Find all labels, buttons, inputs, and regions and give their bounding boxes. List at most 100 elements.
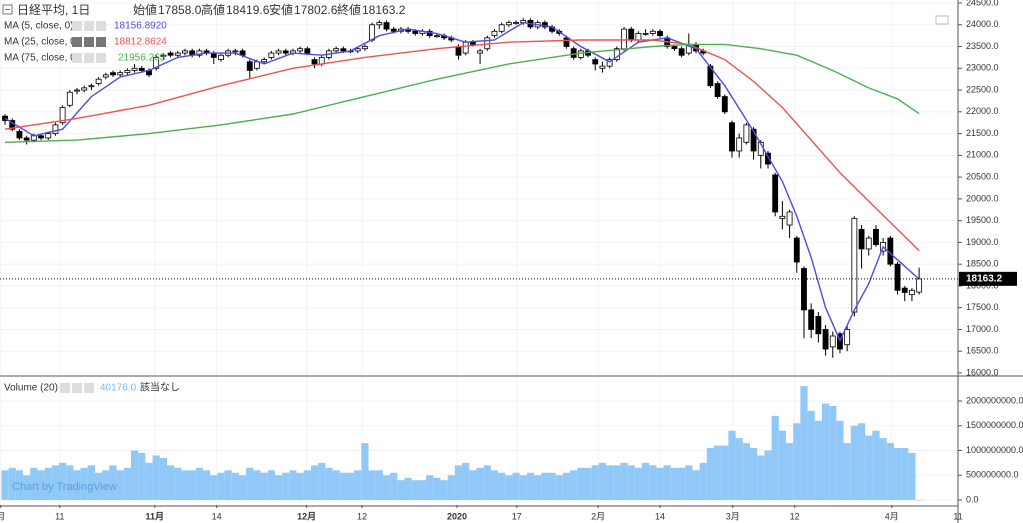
collapse-icon[interactable]	[2, 4, 13, 15]
candle-body	[822, 329, 829, 350]
candle-body	[808, 309, 815, 330]
candle-body	[455, 46, 462, 56]
volume-bar	[130, 450, 139, 501]
candle-body	[498, 24, 505, 32]
legend-icon	[84, 383, 94, 393]
settings-icon[interactable]	[935, 15, 949, 25]
candle-body	[642, 33, 649, 35]
legend-icon	[72, 383, 82, 393]
volume-bar	[51, 465, 60, 501]
candle-body	[477, 50, 483, 54]
candle-body	[45, 133, 52, 139]
candle-body	[714, 83, 721, 97]
x-tick-label: 14	[655, 511, 665, 521]
volume-bar	[678, 467, 686, 501]
candle-body	[369, 24, 376, 41]
volume-bar	[541, 472, 549, 501]
volume-bar	[915, 499, 923, 501]
volume-bar	[685, 465, 693, 501]
volume-bar	[339, 472, 347, 501]
y-tick-label: 19500.0	[966, 215, 999, 225]
candle-body	[671, 46, 678, 50]
candle-body	[59, 107, 66, 124]
volume-bar	[59, 462, 67, 501]
candle-body	[333, 48, 340, 52]
volume-bar	[857, 423, 866, 501]
x-tick-label: 月	[0, 511, 5, 521]
candle-body	[729, 122, 735, 152]
volume-bar	[433, 477, 441, 501]
candle-body	[793, 237, 800, 263]
candle-body	[779, 215, 786, 219]
ma-line	[4, 39, 920, 252]
legend-icon	[96, 37, 106, 47]
candle-body	[182, 50, 188, 54]
ohlc-name: 安値	[269, 2, 293, 17]
candle-body	[196, 50, 203, 56]
volume-bar	[418, 480, 427, 501]
legend-icon	[72, 37, 82, 47]
y-tick-label: 18500.0	[966, 259, 999, 269]
volume-bar	[836, 420, 844, 501]
volume-bar	[260, 472, 268, 501]
candle-body	[786, 211, 793, 226]
volume-bar	[310, 465, 319, 501]
candle-body	[412, 30, 419, 34]
volume-bar	[109, 465, 117, 501]
volume-bar	[354, 470, 362, 501]
volume-bar	[80, 467, 88, 501]
x-tick-label: 2020	[447, 511, 467, 521]
x-tick-label: 17	[512, 511, 522, 521]
candle-body	[577, 50, 584, 58]
last-price-label: 18163.2	[966, 273, 1003, 284]
volume-bar	[548, 472, 556, 501]
y-tick-label: 23500.0	[966, 41, 999, 51]
volume-bar	[253, 470, 261, 501]
volume-bar	[469, 470, 477, 501]
candle-body	[606, 59, 613, 67]
volume-bar	[346, 472, 355, 501]
volume-tick-label: 1500000000.0	[966, 420, 1023, 430]
volume-bar	[483, 465, 491, 501]
volume-bar	[534, 475, 542, 501]
candle-body	[74, 89, 80, 92]
volume-bar	[454, 465, 463, 501]
candle-body	[261, 59, 268, 63]
candle-body	[433, 35, 440, 38]
volume-bar	[814, 420, 822, 501]
y-tick-label: 24500.0	[966, 0, 999, 7]
ma-line	[4, 21, 920, 343]
candle-body	[916, 278, 923, 293]
volume-bar	[382, 475, 391, 501]
volume-bar	[325, 467, 333, 501]
candle-body	[376, 22, 383, 26]
volume-bar	[289, 470, 297, 501]
volume-bar	[87, 465, 96, 501]
volume-bar	[188, 470, 196, 501]
y-tick-label: 17500.0	[966, 302, 999, 312]
x-tick-label: 11	[55, 511, 64, 521]
candle-body	[801, 268, 807, 311]
volume-bar	[224, 470, 232, 501]
legend-icon	[72, 21, 82, 31]
y-tick-label: 20500.0	[966, 171, 999, 181]
candle-body	[390, 28, 397, 32]
ma-legend-value: 18812.8624	[114, 37, 167, 48]
volume-bar	[829, 405, 837, 501]
ohlc-value: 17858.0	[158, 3, 202, 17]
volume-bar	[606, 465, 614, 501]
volume-bar	[44, 467, 52, 501]
candle-body	[117, 72, 124, 76]
y-tick-label: 20000.0	[966, 193, 999, 203]
volume-bar	[238, 475, 247, 501]
legend-icon	[96, 53, 106, 63]
candle-body	[721, 96, 728, 113]
volume-bar	[15, 470, 24, 501]
volume-bar	[728, 430, 736, 501]
x-tick-label: 14	[212, 511, 222, 521]
volume-bar	[282, 472, 290, 501]
candle-body	[599, 65, 606, 69]
volume-bar	[397, 480, 405, 501]
volume-bar	[145, 462, 153, 501]
